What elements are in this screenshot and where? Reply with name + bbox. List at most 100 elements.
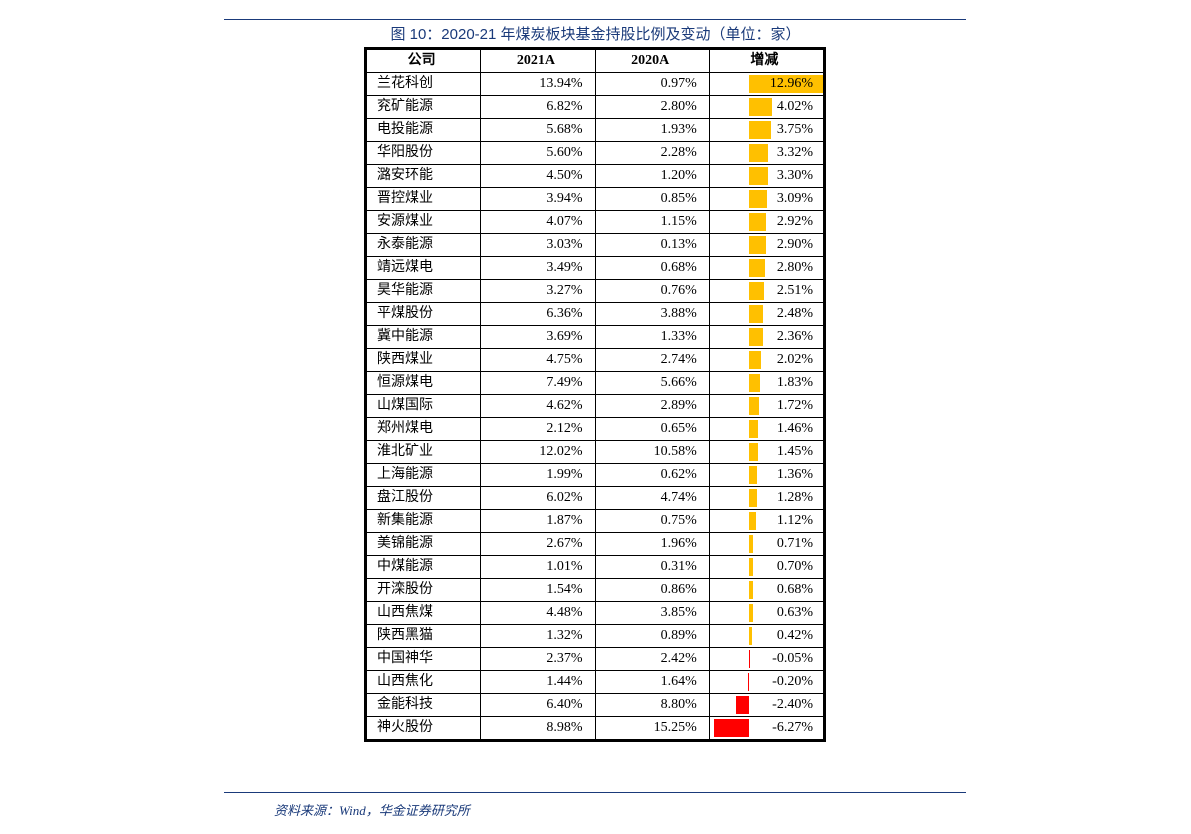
table-row: 兖矿能源6.82%2.80%4.02% [367, 96, 824, 119]
company-cell: 昊华能源 [367, 280, 481, 303]
table-header-row: 公司 2021A 2020A 增减 [367, 50, 824, 73]
y2020-cell: 1.96% [595, 533, 709, 556]
table-row: 冀中能源3.69%1.33%2.36% [367, 326, 824, 349]
delta-cell: 2.36% [709, 326, 823, 349]
company-cell: 陕西黑猫 [367, 625, 481, 648]
y2021-cell: 6.82% [481, 96, 595, 119]
title-rule [224, 19, 966, 20]
delta-cell: 3.09% [709, 188, 823, 211]
delta-label: 0.42% [710, 625, 813, 647]
delta-label: 1.83% [710, 372, 813, 394]
y2020-cell: 8.80% [595, 694, 709, 717]
company-cell: 郑州煤电 [367, 418, 481, 441]
table-row: 山西焦煤4.48%3.85%0.63% [367, 602, 824, 625]
table-row: 永泰能源3.03%0.13%2.90% [367, 234, 824, 257]
company-cell: 晋控煤业 [367, 188, 481, 211]
y2021-cell: 1.54% [481, 579, 595, 602]
delta-label: 0.70% [710, 556, 813, 578]
y2020-cell: 0.68% [595, 257, 709, 280]
company-cell: 山煤国际 [367, 395, 481, 418]
company-cell: 新集能源 [367, 510, 481, 533]
delta-label: -0.05% [710, 648, 813, 670]
delta-label: 1.45% [710, 441, 813, 463]
y2021-cell: 6.02% [481, 487, 595, 510]
delta-label: -2.40% [710, 694, 813, 716]
y2020-cell: 1.64% [595, 671, 709, 694]
delta-cell: 2.80% [709, 257, 823, 280]
table-row: 上海能源1.99%0.62%1.36% [367, 464, 824, 487]
y2021-cell: 3.49% [481, 257, 595, 280]
y2021-cell: 5.68% [481, 119, 595, 142]
delta-cell: 1.45% [709, 441, 823, 464]
company-cell: 金能科技 [367, 694, 481, 717]
delta-label: 0.63% [710, 602, 813, 624]
y2020-cell: 2.89% [595, 395, 709, 418]
delta-cell: 3.75% [709, 119, 823, 142]
y2021-cell: 2.67% [481, 533, 595, 556]
table-row: 新集能源1.87%0.75%1.12% [367, 510, 824, 533]
delta-label: -6.27% [710, 717, 813, 739]
delta-label: 1.36% [710, 464, 813, 486]
header-2021: 2021A [481, 50, 595, 73]
delta-label: 3.75% [710, 119, 813, 141]
delta-cell: 2.51% [709, 280, 823, 303]
delta-cell: 1.83% [709, 372, 823, 395]
y2020-cell: 3.85% [595, 602, 709, 625]
delta-cell: 1.46% [709, 418, 823, 441]
delta-cell: 4.02% [709, 96, 823, 119]
y2020-cell: 0.97% [595, 73, 709, 96]
y2020-cell: 15.25% [595, 717, 709, 740]
table-row: 山西焦化1.44%1.64%-0.20% [367, 671, 824, 694]
table-row: 晋控煤业3.94%0.85%3.09% [367, 188, 824, 211]
y2021-cell: 1.01% [481, 556, 595, 579]
delta-label: 3.09% [710, 188, 813, 210]
y2021-cell: 3.03% [481, 234, 595, 257]
y2021-cell: 1.99% [481, 464, 595, 487]
delta-cell: 3.32% [709, 142, 823, 165]
company-cell: 山西焦煤 [367, 602, 481, 625]
delta-label: 2.48% [710, 303, 813, 325]
delta-cell: -6.27% [709, 717, 823, 740]
table-row: 中国神华2.37%2.42%-0.05% [367, 648, 824, 671]
y2021-cell: 2.37% [481, 648, 595, 671]
delta-label: 3.30% [710, 165, 813, 187]
company-cell: 兰花科创 [367, 73, 481, 96]
y2020-cell: 1.15% [595, 211, 709, 234]
table-row: 安源煤业4.07%1.15%2.92% [367, 211, 824, 234]
source-text: 资料来源：Wind，华金证券研究所 [274, 800, 470, 819]
y2020-cell: 0.86% [595, 579, 709, 602]
table-row: 华阳股份5.60%2.28%3.32% [367, 142, 824, 165]
y2020-cell: 0.76% [595, 280, 709, 303]
y2021-cell: 3.27% [481, 280, 595, 303]
y2021-cell: 6.36% [481, 303, 595, 326]
delta-cell: 1.12% [709, 510, 823, 533]
y2021-cell: 2.12% [481, 418, 595, 441]
delta-cell: -0.05% [709, 648, 823, 671]
company-cell: 华阳股份 [367, 142, 481, 165]
delta-cell: -0.20% [709, 671, 823, 694]
table-row: 恒源煤电7.49%5.66%1.83% [367, 372, 824, 395]
delta-cell: 2.92% [709, 211, 823, 234]
delta-label: 0.71% [710, 533, 813, 555]
delta-label: 2.36% [710, 326, 813, 348]
company-cell: 山西焦化 [367, 671, 481, 694]
y2020-cell: 1.33% [595, 326, 709, 349]
delta-label: 1.46% [710, 418, 813, 440]
table-row: 电投能源5.68%1.93%3.75% [367, 119, 824, 142]
table-row: 昊华能源3.27%0.76%2.51% [367, 280, 824, 303]
company-cell: 淮北矿业 [367, 441, 481, 464]
header-delta: 增减 [709, 50, 823, 73]
delta-cell: 1.72% [709, 395, 823, 418]
company-cell: 中煤能源 [367, 556, 481, 579]
y2020-cell: 0.85% [595, 188, 709, 211]
delta-cell: 2.90% [709, 234, 823, 257]
table-row: 金能科技6.40%8.80%-2.40% [367, 694, 824, 717]
company-cell: 靖远煤电 [367, 257, 481, 280]
y2020-cell: 0.31% [595, 556, 709, 579]
delta-label: 0.68% [710, 579, 813, 601]
delta-cell: 1.28% [709, 487, 823, 510]
y2021-cell: 4.50% [481, 165, 595, 188]
y2021-cell: 12.02% [481, 441, 595, 464]
table-row: 山煤国际4.62%2.89%1.72% [367, 395, 824, 418]
y2021-cell: 7.49% [481, 372, 595, 395]
